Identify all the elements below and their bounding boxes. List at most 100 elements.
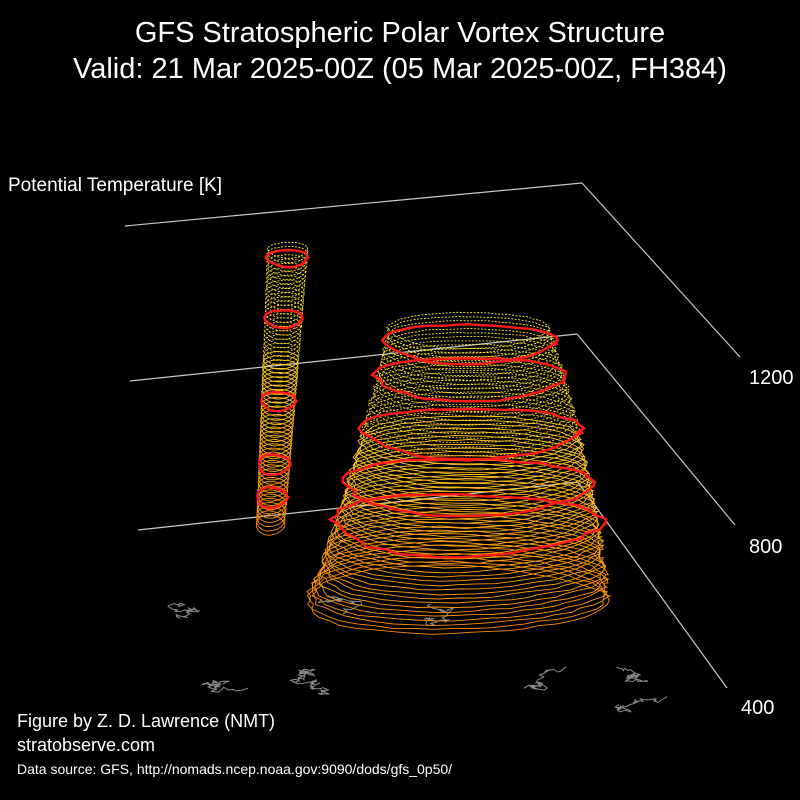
coastline <box>167 602 201 619</box>
contour-level <box>356 427 584 480</box>
pv-contour <box>260 390 299 413</box>
coastline <box>615 666 649 683</box>
pv-contour <box>370 357 567 403</box>
contour-level <box>264 304 304 323</box>
contour-level <box>266 245 309 264</box>
contour-level <box>382 335 558 377</box>
contour-level <box>266 254 308 272</box>
grid-line-800-side <box>576 333 736 526</box>
contour-level <box>363 403 579 453</box>
grid-line-800-back <box>129 333 578 382</box>
contour-level <box>263 334 301 353</box>
contour-level <box>264 296 304 315</box>
isosurface-contours <box>255 241 612 635</box>
contour-level <box>260 413 294 434</box>
contour-level <box>381 340 559 381</box>
coastline <box>423 603 455 627</box>
contour-level <box>266 271 306 289</box>
contour-level <box>311 557 608 626</box>
contour-level <box>372 375 571 421</box>
coastlines <box>167 595 668 713</box>
contour-level <box>261 384 297 404</box>
contour-level <box>373 367 570 412</box>
grid-line-1200-back <box>124 182 583 227</box>
contour-level <box>344 463 595 520</box>
contour-level <box>259 426 293 447</box>
contour-level <box>367 387 576 435</box>
contour-level <box>263 317 303 336</box>
contour-level <box>258 464 290 485</box>
contour-level <box>372 371 570 417</box>
contour-level <box>306 564 611 635</box>
contour-level <box>262 350 299 370</box>
contour-level <box>385 327 555 368</box>
coastline <box>293 668 316 684</box>
contour-level <box>321 533 606 600</box>
contour-level <box>259 434 293 455</box>
pv-contour <box>327 493 608 559</box>
pv-contour <box>264 248 311 269</box>
contour-level <box>344 467 595 524</box>
contour-level <box>386 311 550 350</box>
contour-level <box>257 472 289 494</box>
contour-level <box>262 359 299 379</box>
contour-level <box>262 363 299 383</box>
contour-level <box>321 529 605 596</box>
pv-contour <box>356 407 587 461</box>
contour-level <box>366 391 576 439</box>
contour-level <box>380 343 561 386</box>
contour-level <box>265 292 305 310</box>
website-text: stratobserve.com <box>17 735 156 755</box>
contour-level <box>387 319 554 358</box>
contour-level <box>257 468 290 489</box>
contour-level <box>260 409 295 430</box>
contour-level <box>317 537 607 604</box>
coastline <box>201 679 249 693</box>
contour-level <box>329 510 604 574</box>
vortex-lobe-main-pv <box>327 322 608 559</box>
contour-level <box>256 493 288 515</box>
contour-level <box>265 287 305 306</box>
pv-highlight-contours <box>256 248 608 559</box>
pv-contour <box>256 485 291 510</box>
pv-contour <box>257 453 292 477</box>
contour-level <box>259 443 292 464</box>
credit-text: Figure by Z. D. Lawrence (NMT) <box>17 711 276 731</box>
grid-line-1200-side <box>581 182 741 358</box>
contour-level <box>359 411 582 462</box>
contour-level <box>369 379 573 426</box>
contour-level <box>260 401 296 421</box>
chart-subtitle: Valid: 21 Mar 2025-00Z (05 Mar 2025-00Z,… <box>73 53 727 85</box>
contour-level <box>256 506 286 528</box>
coastline <box>614 696 668 713</box>
contour-level <box>261 367 299 387</box>
contour-level <box>365 395 575 443</box>
contour-level <box>327 514 605 578</box>
contour-level <box>261 380 298 400</box>
contour-level <box>262 338 301 358</box>
contour-level <box>257 476 289 498</box>
chart-title: GFS Stratospheric Polar Vortex Structure <box>134 17 666 49</box>
contour-level <box>383 324 554 363</box>
contour-level <box>258 447 291 468</box>
z-axis-label: Potential Temperature [K] <box>8 175 223 196</box>
contour-level <box>264 313 303 332</box>
contour-level <box>259 422 294 443</box>
contour-level <box>255 514 286 536</box>
contour-level <box>347 454 591 511</box>
data-source-text: Data source: GFS, http://nomads.ncep.noa… <box>17 761 453 777</box>
contour-level <box>267 241 309 259</box>
z-tick-label: 800 <box>749 536 783 558</box>
contour-level <box>357 419 584 471</box>
contour-level <box>359 415 582 466</box>
contour-level <box>264 300 304 319</box>
contour-level <box>262 342 301 362</box>
contour-level <box>263 346 300 366</box>
contour-level <box>263 330 302 349</box>
contour-level <box>263 321 302 340</box>
z-tick-label: 400 <box>741 697 775 719</box>
contour-level <box>265 262 307 281</box>
contour-level <box>262 355 299 374</box>
contour-level <box>266 258 308 276</box>
